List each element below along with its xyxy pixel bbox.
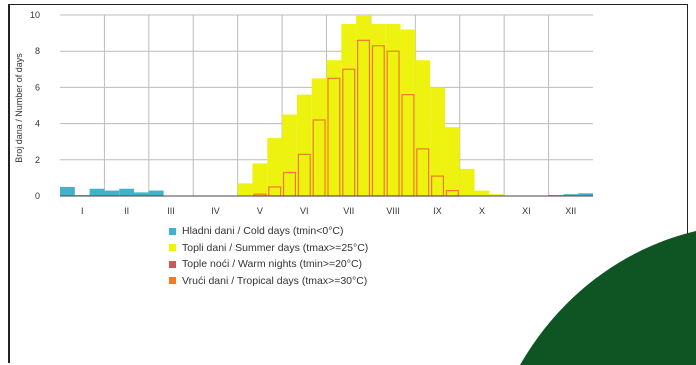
legend-item-warm-nights: Tople noći / Warm nights (tmin>=20°C) bbox=[169, 256, 368, 273]
bar-cold-days-0 bbox=[60, 186, 75, 196]
legend-item-tropical-days: Vrući dani / Tropical days (tmax>=30°C) bbox=[169, 273, 368, 290]
legend-item-summer-days: Topli dani / Summer days (tmax>=25°C) bbox=[169, 240, 368, 257]
x-tick-label-III: III bbox=[167, 206, 175, 216]
bar-summer-days-28 bbox=[474, 190, 490, 196]
bar-cold-days-4 bbox=[119, 188, 135, 196]
legend-swatch-summer bbox=[169, 244, 176, 252]
bar-summer-days-29 bbox=[489, 194, 505, 196]
y-tick-label-4: 4 bbox=[35, 119, 40, 129]
legend-label-summer: Topli dani / Summer days (tmax>=25°C) bbox=[182, 241, 369, 254]
bar-summer-days-22 bbox=[385, 24, 401, 196]
x-tick-label-X: X bbox=[479, 206, 485, 216]
x-tick-label-II: II bbox=[124, 206, 129, 216]
bar-summer-days-15 bbox=[282, 114, 297, 196]
bar-summer-days-12 bbox=[237, 183, 253, 196]
y-tick-label-10: 10 bbox=[30, 10, 40, 20]
y-axis-label: Broj dana / Number of days bbox=[14, 53, 24, 163]
y-tick-label-2: 2 bbox=[35, 155, 40, 165]
legend-swatch-warm-nights bbox=[169, 260, 176, 268]
slide-frame bbox=[8, 4, 688, 363]
bar-cold-days-35 bbox=[578, 193, 593, 196]
bar-summer-days-13 bbox=[252, 163, 268, 196]
legend: Hladni dani / Cold days (tmin<0°C) Topli… bbox=[169, 223, 368, 289]
bar-summer-days-20 bbox=[356, 15, 371, 196]
bar-summer-days-18 bbox=[326, 60, 342, 196]
x-tick-label-XII: XII bbox=[565, 206, 576, 216]
bar-summer-days-16 bbox=[296, 94, 312, 196]
x-tick-label-VI: VI bbox=[300, 206, 309, 216]
bar-summer-days-26 bbox=[444, 127, 460, 196]
legend-label-warm-nights: Tople noći / Warm nights (tmin>=20°C) bbox=[182, 258, 363, 271]
decorative-green-swoosh bbox=[520, 231, 696, 365]
x-tick-label-I: I bbox=[81, 206, 84, 216]
bar-cold-days-3 bbox=[104, 190, 120, 196]
bar-cold-days-2 bbox=[89, 188, 105, 196]
x-tick-label-IV: IV bbox=[211, 206, 220, 216]
legend-label-cold: Hladni dani / Cold days (tmin<0°C) bbox=[182, 225, 344, 238]
legend-label-tropical: Vrući dani / Tropical days (tmax>=30°C) bbox=[182, 274, 368, 287]
y-tick-label-0: 0 bbox=[35, 191, 40, 201]
bar-summer-days-24 bbox=[415, 60, 431, 196]
bar-summer-days-27 bbox=[459, 168, 475, 196]
x-tick-label-IX: IX bbox=[433, 206, 442, 216]
x-tick-label-V: V bbox=[257, 206, 263, 216]
bar-cold-days-6 bbox=[148, 190, 164, 196]
bar-cold-days-5 bbox=[134, 192, 149, 196]
bar-summer-days-23 bbox=[400, 29, 416, 197]
bar-summer-days-21 bbox=[370, 24, 386, 196]
bar-summer-days-17 bbox=[311, 78, 327, 196]
x-tick-label-VII: VII bbox=[343, 206, 354, 216]
x-tick-label-VIII: VIII bbox=[386, 206, 400, 216]
legend-swatch-tropical bbox=[169, 277, 176, 285]
bars bbox=[60, 15, 593, 197]
bar-summer-days-14 bbox=[267, 138, 283, 196]
y-tick-label-6: 6 bbox=[35, 82, 40, 92]
legend-item-cold-days: Hladni dani / Cold days (tmin<0°C) bbox=[169, 223, 368, 240]
bar-summer-days-19 bbox=[341, 24, 357, 196]
legend-swatch-cold bbox=[169, 227, 176, 235]
bar-summer-days-25 bbox=[430, 87, 445, 196]
x-tick-label-XI: XI bbox=[522, 206, 531, 216]
y-tick-label-8: 8 bbox=[35, 46, 40, 56]
bar-cold-days-34 bbox=[563, 194, 579, 196]
